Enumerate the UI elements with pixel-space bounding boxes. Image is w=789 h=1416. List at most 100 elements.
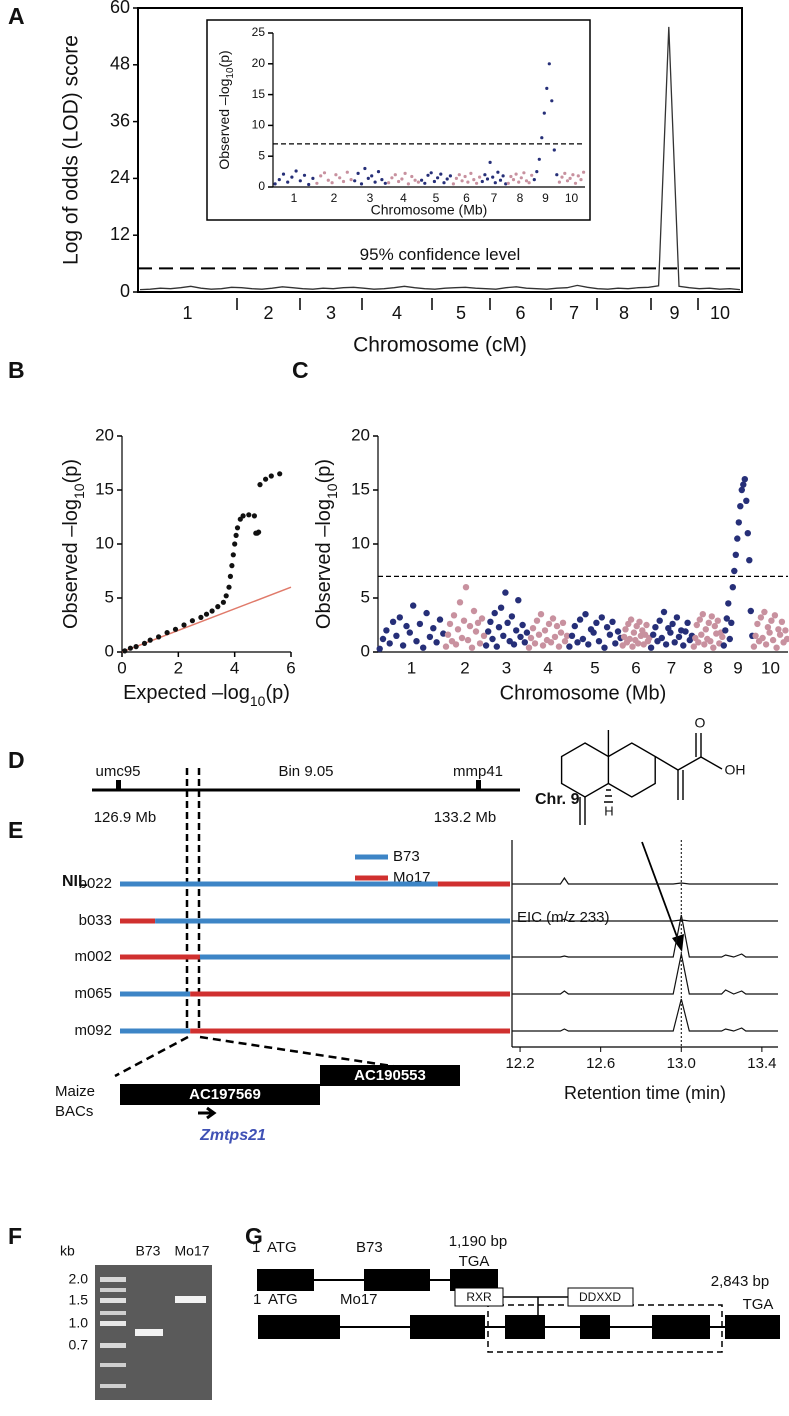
point: [541, 627, 549, 634]
point: [277, 178, 281, 182]
point: [595, 638, 603, 645]
y-axis-title: Observed –log10(p): [60, 459, 86, 629]
panel-label: F: [8, 1223, 22, 1249]
point: [563, 632, 571, 639]
point: [782, 627, 789, 634]
bac-name: AC197569: [189, 1086, 261, 1103]
point: [506, 181, 510, 185]
marker-tick: [476, 780, 481, 790]
point: [568, 176, 572, 180]
x-tick-label: 5: [456, 303, 466, 323]
point: [590, 629, 597, 636]
point: [423, 181, 427, 185]
arrow: [641, 841, 681, 946]
y-tick-label: 5: [105, 587, 114, 606]
point: [752, 632, 759, 639]
point: [294, 169, 298, 173]
point: [469, 171, 473, 175]
label-part: Observed –log: [216, 79, 232, 170]
point: [240, 513, 246, 519]
threshold-label: 95% confidence level: [360, 245, 521, 264]
point: [524, 179, 529, 183]
x-tick-label: 3: [326, 303, 336, 323]
point: [573, 181, 578, 185]
lane-label: Mo17: [174, 1243, 209, 1259]
point: [699, 611, 706, 618]
point: [233, 532, 239, 539]
point: [209, 608, 215, 614]
point: [122, 648, 128, 654]
bac-clone: [120, 1084, 320, 1105]
point: [729, 584, 736, 591]
trace: [512, 918, 778, 922]
point: [478, 615, 486, 622]
point: [373, 180, 377, 184]
x-tick-label: 4: [400, 191, 407, 205]
point: [383, 627, 390, 634]
x-tick-label: 13.0: [667, 1055, 696, 1072]
point: [680, 642, 687, 649]
trace: [512, 914, 778, 958]
panel-label: G: [245, 1223, 263, 1249]
x-tick-label: 1: [291, 191, 298, 205]
point: [673, 614, 681, 621]
point: [307, 182, 311, 187]
nil-title: NIL: [62, 873, 88, 890]
point: [757, 614, 765, 621]
x-tick-label: 6: [515, 303, 525, 323]
point: [728, 619, 735, 626]
y-tick-label: 0: [105, 641, 114, 660]
point: [696, 616, 703, 623]
point: [493, 181, 497, 185]
gene-start: 1: [252, 1239, 260, 1256]
point: [667, 629, 674, 636]
point: [768, 617, 775, 624]
point: [778, 618, 786, 625]
point: [290, 175, 294, 179]
point: [426, 633, 434, 641]
point: [400, 177, 404, 181]
point: [430, 625, 437, 632]
point: [626, 635, 633, 643]
point: [226, 584, 232, 590]
point: [549, 615, 557, 622]
x-tick-label: 10: [710, 303, 730, 323]
atom-label: H: [604, 803, 613, 818]
point: [636, 618, 643, 625]
point: [684, 619, 691, 626]
ladder-label: 2.0: [69, 1271, 89, 1287]
point: [389, 618, 397, 625]
point: [413, 638, 420, 645]
x-axis-title: Retention time (min): [564, 1083, 726, 1103]
point: [413, 178, 417, 182]
bac-label: BACs: [55, 1103, 93, 1120]
point: [338, 176, 342, 180]
point: [230, 552, 236, 558]
lod-line: [139, 26, 741, 291]
point: [406, 629, 413, 636]
point: [482, 642, 490, 649]
point: [701, 641, 708, 648]
nil-name: b033: [79, 912, 112, 929]
x-tick-label: 2: [460, 658, 469, 677]
point: [734, 535, 741, 542]
label-part: (p): [265, 682, 289, 704]
y-tick-label: 0: [120, 281, 130, 301]
y-tick-label: 48: [110, 54, 130, 74]
point: [485, 177, 490, 181]
point: [773, 644, 780, 651]
point: [527, 634, 535, 642]
point: [416, 180, 420, 184]
point: [660, 608, 668, 616]
point: [551, 633, 559, 641]
point: [519, 621, 526, 629]
bin-label: Bin 9.05: [278, 763, 333, 780]
point: [396, 614, 403, 621]
label-part: (p): [216, 50, 232, 67]
bac-clone: [320, 1065, 460, 1086]
y-tick-label: 5: [258, 148, 265, 162]
label-subscript: 10: [71, 483, 87, 499]
point: [491, 609, 498, 617]
x-tick-label: 3: [367, 191, 374, 205]
point: [714, 617, 721, 624]
